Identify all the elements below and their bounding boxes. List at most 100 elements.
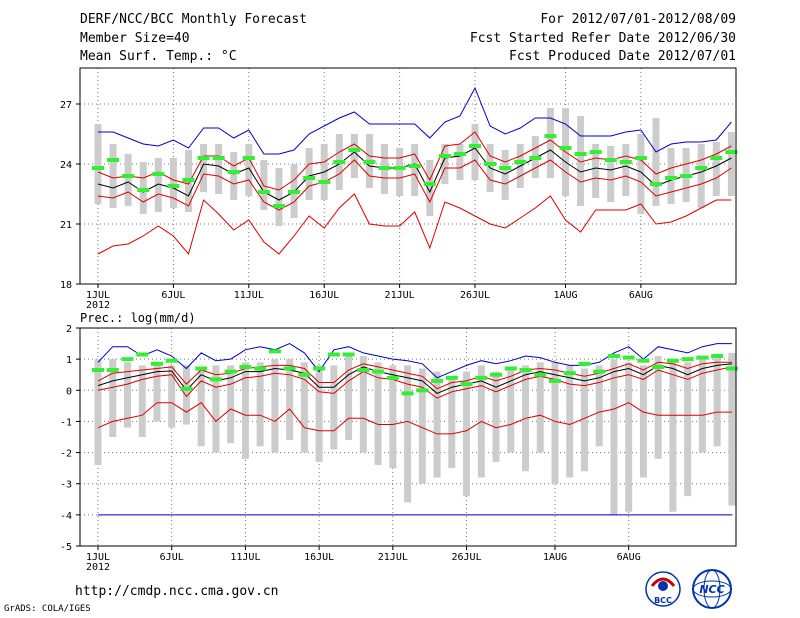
spread-box bbox=[94, 124, 102, 204]
median-marker bbox=[318, 180, 331, 184]
median-marker bbox=[180, 386, 193, 391]
median-marker bbox=[283, 366, 296, 371]
median-marker bbox=[242, 156, 255, 160]
y-tick-label: 18 bbox=[60, 280, 72, 291]
spread-box bbox=[654, 356, 662, 459]
median-marker bbox=[652, 364, 665, 369]
median-marker bbox=[106, 368, 119, 373]
median-marker bbox=[607, 354, 620, 359]
median-marker bbox=[593, 369, 606, 374]
spread-box bbox=[330, 365, 338, 450]
median-marker bbox=[333, 160, 346, 164]
median-marker bbox=[453, 152, 466, 156]
spread-box bbox=[712, 142, 720, 196]
x-tick-label: 21JUL bbox=[385, 290, 415, 301]
spread-box bbox=[713, 356, 721, 447]
spread-box bbox=[536, 362, 544, 453]
spread-box bbox=[345, 356, 353, 441]
spread-box bbox=[109, 144, 117, 208]
median-marker bbox=[514, 160, 527, 164]
y-tick-label: -4 bbox=[60, 511, 72, 522]
spread-box bbox=[456, 144, 464, 180]
median-marker bbox=[548, 378, 561, 383]
median-marker bbox=[327, 352, 340, 357]
plot-frame bbox=[79, 67, 737, 285]
median-marker bbox=[357, 368, 370, 373]
x-tick-label: 16JUL bbox=[304, 552, 334, 563]
median-marker bbox=[499, 166, 512, 170]
y-tick-label: 24 bbox=[60, 160, 72, 171]
median-marker bbox=[529, 156, 542, 160]
spread-box bbox=[411, 144, 419, 196]
spread-box bbox=[448, 377, 456, 469]
y-tick-label: -5 bbox=[60, 542, 72, 553]
max-line bbox=[97, 343, 732, 379]
median-marker bbox=[589, 150, 602, 154]
median-marker bbox=[137, 188, 150, 192]
spread-box bbox=[622, 144, 630, 196]
spread-box bbox=[592, 144, 600, 198]
median-marker bbox=[121, 357, 134, 362]
median-marker bbox=[152, 172, 165, 176]
x-tick-label: 6JUL bbox=[160, 552, 184, 563]
median-marker bbox=[107, 158, 120, 162]
spread-box bbox=[697, 144, 705, 208]
spread-box bbox=[271, 359, 279, 453]
forecast-period: For 2012/07/01-2012/08/09 bbox=[540, 12, 736, 27]
median-marker bbox=[469, 144, 482, 148]
median-marker bbox=[490, 372, 503, 377]
spread-box bbox=[138, 365, 146, 437]
median-marker bbox=[150, 361, 163, 366]
median-marker bbox=[563, 371, 576, 376]
median-marker bbox=[209, 377, 222, 382]
x-tick-label: 6JUL bbox=[161, 290, 185, 301]
spread-box bbox=[109, 359, 117, 437]
spread-box bbox=[580, 368, 588, 472]
x-tick-label: 11JUL bbox=[234, 290, 264, 301]
median-marker bbox=[224, 369, 237, 374]
spread-box bbox=[610, 359, 618, 515]
median-marker bbox=[438, 154, 451, 158]
year-label: 2012 bbox=[86, 562, 110, 573]
spread-box bbox=[698, 359, 706, 453]
spread-box bbox=[350, 134, 358, 178]
median-marker bbox=[619, 160, 632, 164]
spread-box bbox=[286, 359, 294, 441]
median-marker bbox=[303, 176, 316, 180]
median-marker bbox=[197, 156, 210, 160]
median-marker bbox=[484, 162, 497, 166]
precipitation-panel: 1JUL 6JUL 11JUL 16JUL 21JUL 26JUL 1AUG 6AUG2012… bbox=[60, 324, 738, 573]
spread-box bbox=[124, 154, 132, 206]
median-marker bbox=[534, 372, 547, 377]
median-marker bbox=[519, 368, 532, 373]
median-marker bbox=[665, 176, 678, 180]
spread-box bbox=[168, 365, 176, 428]
y-tick-label: 21 bbox=[60, 220, 72, 231]
median-marker bbox=[460, 382, 473, 387]
median-marker bbox=[195, 366, 208, 371]
spread-box bbox=[256, 362, 264, 447]
spread-box bbox=[577, 116, 585, 206]
median-marker bbox=[544, 134, 557, 138]
spread-box bbox=[546, 108, 554, 178]
spread-box bbox=[275, 168, 283, 226]
spread-box bbox=[637, 134, 645, 214]
spread-box bbox=[94, 359, 102, 466]
x-tick-label: 1AUG bbox=[553, 290, 577, 301]
spread-box bbox=[471, 124, 479, 180]
median-marker bbox=[445, 375, 458, 380]
min-line bbox=[97, 193, 732, 256]
median-marker bbox=[313, 366, 326, 371]
x-tick-label: 21JUL bbox=[378, 552, 408, 563]
year-label: 2012 bbox=[86, 300, 110, 311]
y-tick-label: -1 bbox=[60, 417, 72, 428]
median-marker bbox=[239, 364, 252, 369]
spread-box bbox=[230, 152, 238, 200]
ncc-logo: NCC bbox=[690, 568, 734, 610]
temperature-panel: 1JUL 6JUL 11JUL 16JUL 21JUL 26JUL 1AUG 6AUG 2012… bbox=[60, 67, 738, 311]
spread-box bbox=[418, 368, 426, 484]
source-url[interactable]: http://cmdp.ncc.cma.gov.cn bbox=[75, 584, 279, 599]
median-marker bbox=[167, 184, 180, 188]
spread-box bbox=[389, 365, 397, 469]
